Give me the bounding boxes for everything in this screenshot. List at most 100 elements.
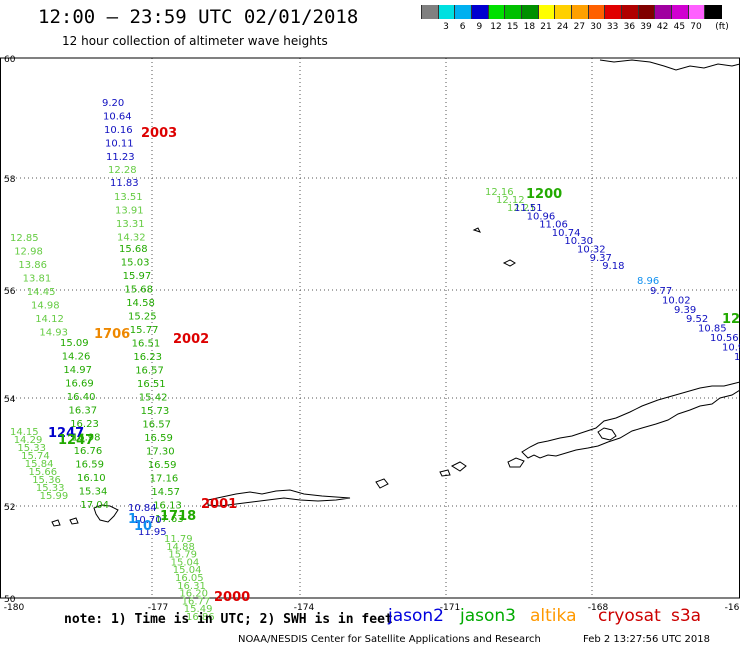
wave-height-label: 16.23 bbox=[70, 419, 99, 430]
wave-height-label: 10.56 bbox=[710, 333, 739, 344]
footnote: note: 1) Time is in UTC; 2) SWH is in fe… bbox=[64, 612, 393, 627]
wave-height-label: 11.83 bbox=[110, 178, 139, 189]
time-label: 1247 bbox=[48, 426, 84, 441]
wave-height-label: 12.16 bbox=[485, 187, 514, 198]
wave-height-label: 17.30 bbox=[146, 447, 175, 458]
wave-height-label: 15.66 bbox=[29, 467, 58, 478]
coastline bbox=[51, 59, 740, 527]
wave-height-label: 15.79 bbox=[168, 550, 197, 561]
wave-height-label: 11.06 bbox=[539, 220, 568, 231]
wave-height-label: 14.45 bbox=[27, 287, 56, 298]
legend-swatch bbox=[437, 5, 456, 19]
island-umnak bbox=[375, 478, 389, 489]
wave-height-label: 16.98 bbox=[72, 433, 101, 444]
legend-tick-label: 70 bbox=[690, 22, 702, 32]
wave-height-label: 16.20 bbox=[179, 589, 208, 600]
longitude-label: -180 bbox=[4, 603, 25, 613]
wave-height-label: 15.99 bbox=[40, 491, 69, 502]
track-labels: 9.20 10.64 10.16 10.11 11.23 12.28 11.83 13.51 1… bbox=[10, 98, 740, 623]
legend-swatch bbox=[604, 5, 622, 19]
wave-height-label: 14.98 bbox=[31, 301, 60, 312]
legend-tick-label: 21 bbox=[540, 22, 552, 32]
wave-height-label: 14.15 bbox=[10, 427, 39, 438]
wave-height-label: 16.57 bbox=[142, 420, 171, 431]
wave-height-label: 15.68 bbox=[119, 244, 148, 255]
legend-swatch bbox=[521, 5, 539, 19]
longitude-label: -171 bbox=[440, 603, 460, 613]
wave-height-label: 16.59 bbox=[148, 460, 177, 471]
wave-height-label: 16.59 bbox=[75, 460, 104, 471]
longitude-label: -168 bbox=[588, 603, 609, 613]
wave-height-label: 15.33 bbox=[17, 443, 46, 454]
wave-height-label: 9.20 bbox=[102, 98, 124, 109]
wave-height-label: 16.05 bbox=[175, 573, 204, 584]
chart-title: 12:00 – 23:59 UTC 02/01/2018 bbox=[38, 6, 359, 28]
legend-swatch bbox=[571, 5, 589, 19]
wave-height-label: 16.57 bbox=[135, 366, 164, 377]
legend-swatch bbox=[454, 5, 472, 19]
legend-tick-label: 39 bbox=[640, 22, 652, 32]
wave-height-label: 14.26 bbox=[62, 352, 91, 363]
credit-line: NOAA/NESDIS Center for Satellite Applica… bbox=[238, 634, 541, 645]
legend-tick-label: 24 bbox=[556, 22, 569, 32]
longitude-label: -177 bbox=[148, 603, 168, 613]
wave-height-label: 16.51 bbox=[132, 339, 161, 350]
generation-timestamp: Feb 2 13:27:56 UTC 2018 bbox=[583, 634, 710, 645]
legend-tick-label: 42 bbox=[656, 22, 669, 32]
wave-height-label: 9.18 bbox=[602, 261, 624, 272]
satellite-name-cryosat: cryosat bbox=[598, 606, 661, 626]
wave-height-label: 14.32 bbox=[117, 233, 146, 244]
wave-height-label: 15.84 bbox=[25, 459, 54, 470]
wave-height-label: 15.03 bbox=[121, 258, 150, 269]
time-labels: 2003200220012000170612471247120012171811… bbox=[48, 126, 740, 605]
wave-height-label: 14.93 bbox=[39, 328, 68, 339]
wave-height-label: 13.81 bbox=[23, 274, 52, 285]
wave-height-label: 9.77 bbox=[650, 286, 672, 297]
wave-height-label: 9.39 bbox=[674, 305, 696, 316]
legend-tick-label: 6 bbox=[459, 22, 466, 32]
latitude-label: 50 bbox=[4, 595, 16, 605]
island-pribilof bbox=[472, 227, 516, 267]
satellite-name-jason3: jason3 bbox=[460, 606, 516, 626]
wave-height-label: 16.13 bbox=[153, 501, 182, 512]
wave-height-label: 14.58 bbox=[126, 298, 155, 309]
satellite-name-s3a: s3a bbox=[671, 606, 702, 626]
legend-swatch bbox=[421, 5, 439, 19]
wave-height-label: 10.96 bbox=[527, 211, 556, 222]
wave-height-label: 16.86 bbox=[186, 612, 215, 623]
legend-swatch bbox=[554, 5, 572, 19]
wave-height-label: 10.70 bbox=[133, 515, 162, 526]
wave-height-label: 15.04 bbox=[173, 565, 202, 576]
wave-height-label: 14.57 bbox=[151, 487, 180, 498]
wave-height-label: 10.02 bbox=[662, 295, 691, 306]
wave-height-label: 13.51 bbox=[114, 192, 143, 203]
wave-height-label: 10.85 bbox=[698, 324, 727, 335]
wave-height-label: 16.40 bbox=[67, 392, 96, 403]
legend-tick-label: 15 bbox=[506, 22, 519, 32]
time-label: 2000 bbox=[214, 590, 250, 605]
wave-height-label: 13.91 bbox=[115, 206, 144, 217]
wave-height-label: 10.30 bbox=[564, 236, 593, 247]
wave-height-label: 16.51 bbox=[137, 379, 166, 390]
island-small-west bbox=[51, 517, 79, 527]
wave-height-label: 12.98 bbox=[14, 247, 43, 258]
wave-height-label: 10.32 bbox=[577, 245, 606, 256]
latitude-label: 54 bbox=[4, 395, 16, 405]
wave-height-label: 12.28 bbox=[108, 165, 137, 176]
wave-height-label: 9.37 bbox=[590, 253, 612, 264]
alaska-coast-north bbox=[599, 59, 740, 71]
legend-swatch bbox=[487, 5, 506, 19]
legend-tick-label: 12 bbox=[490, 22, 502, 32]
wave-height-label: 16.10 bbox=[77, 473, 106, 484]
legend-swatch bbox=[621, 5, 639, 19]
longitude-label: -16 bbox=[725, 603, 740, 613]
wave-height-label: 15.49 bbox=[184, 604, 213, 615]
time-label: 2003 bbox=[141, 126, 177, 141]
wave-height-label: 8.96 bbox=[637, 276, 659, 287]
wave-height-label: 13.31 bbox=[116, 219, 145, 230]
wave-height-label: 17.16 bbox=[150, 474, 179, 485]
wave-height-label: 11.79 bbox=[164, 534, 193, 545]
wave-height-label: 15.74 bbox=[21, 451, 50, 462]
island-adak bbox=[93, 504, 119, 523]
legend-tick-label: 33 bbox=[606, 22, 619, 32]
